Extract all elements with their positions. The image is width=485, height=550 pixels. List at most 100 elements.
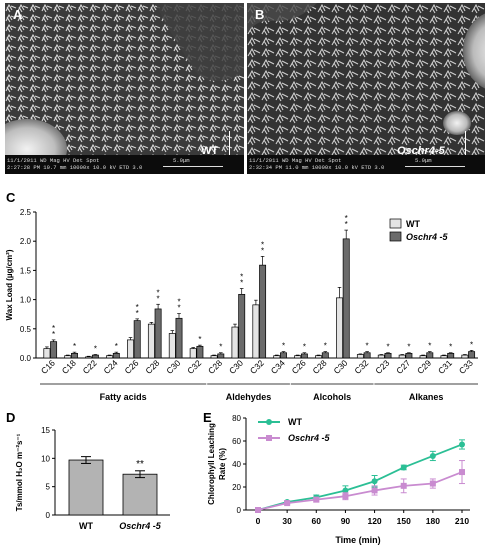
legend-label-wt: WT bbox=[406, 219, 420, 229]
category-label: C27 bbox=[394, 358, 412, 376]
bar-mutant bbox=[363, 352, 371, 359]
y-tick-label: 1.5 bbox=[20, 266, 32, 275]
sem-scale-bar bbox=[405, 166, 465, 167]
legend-marker-wt bbox=[266, 419, 272, 425]
significance-mark: * bbox=[157, 288, 160, 297]
sem-scale-text: 5.0µm bbox=[415, 157, 432, 164]
x-tick-label: 60 bbox=[312, 516, 322, 526]
category-label: C32 bbox=[248, 358, 266, 376]
significance-mark: * bbox=[386, 343, 389, 352]
significance-mark: * bbox=[115, 342, 118, 351]
y-tick-label: 5 bbox=[46, 483, 51, 492]
x-tick-label: 0 bbox=[256, 516, 261, 526]
sem-info-bar bbox=[5, 155, 244, 174]
sem-image-wt: A WT 11/1/2011 WD Mag HV Det Spot 2:27:2… bbox=[5, 3, 244, 174]
panel-c-label: C bbox=[6, 190, 16, 205]
category-label: C16 bbox=[39, 358, 57, 376]
bar-mutant bbox=[280, 352, 287, 359]
bar-mutant bbox=[342, 238, 350, 359]
category-label: C32 bbox=[185, 358, 203, 376]
significance-mark: * bbox=[52, 324, 55, 333]
data-point bbox=[313, 496, 320, 503]
y-axis-label: Wax Load (µg/cm²) bbox=[5, 249, 14, 320]
sem-scale-text: 5.0µm bbox=[173, 157, 190, 164]
category-label: C30 bbox=[331, 358, 349, 376]
significance-mark: * bbox=[240, 273, 243, 282]
y-tick-label: 0.0 bbox=[20, 354, 32, 363]
category-label: C28 bbox=[311, 358, 329, 376]
bar-mutant bbox=[154, 308, 162, 359]
significance-mark: * bbox=[52, 330, 55, 339]
significance-mark: * bbox=[261, 240, 264, 249]
category-label: C28 bbox=[206, 358, 224, 376]
group-label: Fatty acids bbox=[100, 392, 147, 402]
sem-info-bar bbox=[247, 155, 485, 174]
y-axis-label: Rate (%) bbox=[218, 448, 227, 480]
significance-mark: * bbox=[198, 335, 201, 344]
category-label: C30 bbox=[227, 358, 245, 376]
significance-mark: * bbox=[345, 214, 348, 223]
bar-mutant bbox=[175, 317, 183, 359]
group-label: Aldehydes bbox=[226, 392, 272, 402]
significance-mark: * bbox=[136, 309, 139, 318]
data-point bbox=[284, 500, 291, 507]
x-tick-label: 180 bbox=[426, 516, 440, 526]
sample-label-wt: WT bbox=[201, 145, 219, 157]
significance-mark: * bbox=[73, 342, 76, 351]
significance-mark: * bbox=[324, 342, 327, 351]
bar-mutant bbox=[238, 293, 246, 359]
significance-mark: * bbox=[219, 343, 222, 352]
y-tick-label: 80 bbox=[232, 414, 241, 423]
bar-wt bbox=[168, 333, 176, 359]
legend-label-mutant: Oschr4 -5 bbox=[288, 433, 331, 443]
y-tick-label: 0 bbox=[46, 511, 51, 520]
bar bbox=[122, 473, 158, 516]
y-tick-label: 0 bbox=[237, 506, 242, 515]
sem-scale-bar bbox=[163, 166, 223, 167]
group-label: Alcohols bbox=[313, 392, 351, 402]
category-label: C32 bbox=[352, 358, 370, 376]
significance-mark: * bbox=[177, 298, 180, 307]
category-label: C31 bbox=[436, 358, 454, 376]
bar-mutant bbox=[50, 341, 58, 359]
y-tick-label: 20 bbox=[232, 483, 241, 492]
category-label: C29 bbox=[415, 358, 433, 376]
x-tick-label: 90 bbox=[341, 516, 351, 526]
sem-info-line2: 2:32:34 PM 11.0 mm 10000x 10.0 kV ETD 3.… bbox=[249, 164, 385, 171]
bar-wt bbox=[231, 326, 239, 359]
significance-mark: * bbox=[261, 246, 264, 255]
bar bbox=[68, 459, 104, 516]
bar-mutant bbox=[196, 345, 204, 359]
significance-mark: * bbox=[470, 340, 473, 349]
bar-mutant bbox=[300, 353, 308, 359]
y-tick-label: 2.0 bbox=[20, 237, 32, 246]
y-tick-label: 15 bbox=[41, 426, 50, 435]
y-axis-label: Ts/mmol H₂O m⁻²s⁻¹ bbox=[15, 433, 24, 511]
bar-wt bbox=[147, 323, 155, 359]
category-label: C28 bbox=[143, 358, 161, 376]
series-line bbox=[257, 471, 463, 511]
bar-mutant bbox=[321, 352, 329, 359]
significance-mark: * bbox=[94, 344, 97, 353]
legend-label-wt: WT bbox=[288, 417, 302, 427]
significance-mark: * bbox=[282, 342, 285, 351]
data-point bbox=[371, 478, 378, 485]
y-tick-label: 40 bbox=[232, 460, 241, 469]
category-label: C26 bbox=[122, 358, 140, 376]
category-label: C26 bbox=[290, 358, 308, 376]
series-line bbox=[257, 443, 463, 511]
y-axis-label: Chlorophyll Leaching bbox=[207, 423, 216, 505]
bar-mutant bbox=[468, 351, 476, 359]
x-tick-label: 210 bbox=[455, 516, 469, 526]
significance-mark: * bbox=[449, 343, 452, 352]
bar-wt bbox=[127, 339, 134, 359]
data-point bbox=[459, 441, 465, 448]
x-axis-label: Time (min) bbox=[335, 535, 380, 545]
significance-mark: * bbox=[177, 304, 180, 313]
bar-mutant bbox=[384, 352, 392, 359]
bar-mutant bbox=[217, 353, 225, 359]
significance-mark: ** bbox=[136, 459, 144, 470]
scale-marker bbox=[229, 131, 230, 155]
scale-marker bbox=[465, 131, 466, 155]
